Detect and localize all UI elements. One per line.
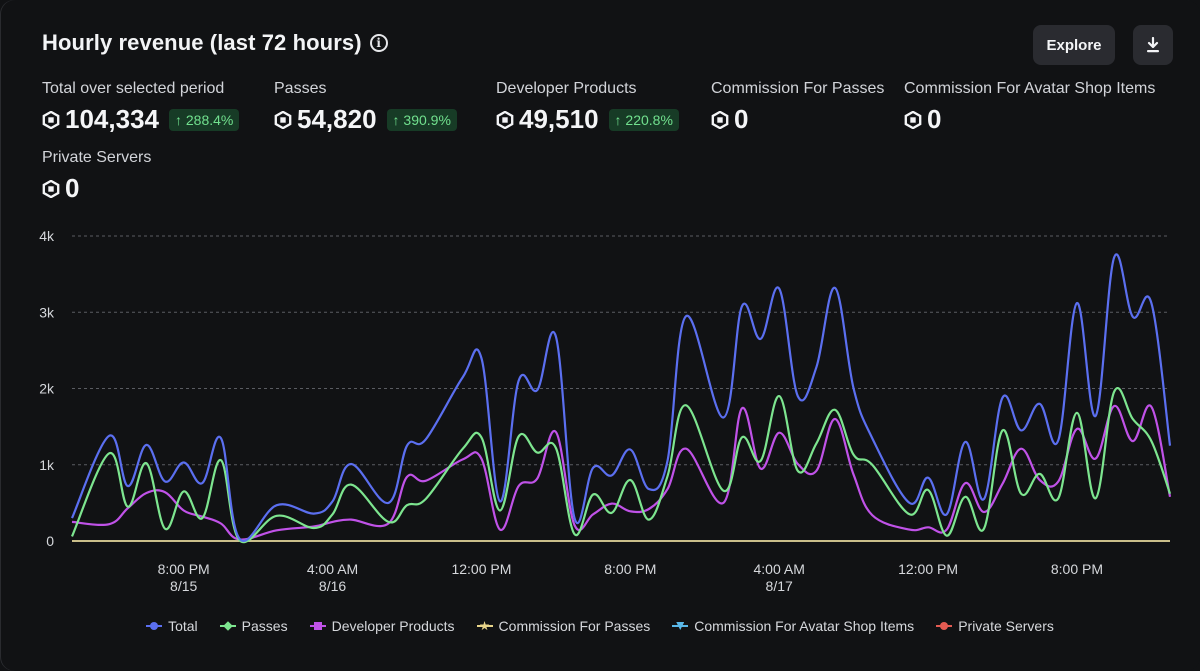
stat-value: 49,510 [519,104,599,134]
stat-developer-products: Developer Products 49,510 ↑ 220.8% [496,80,679,135]
series-line-total [70,253,1172,542]
x-tick-label: 12:00 PM [898,561,958,577]
change-badge: ↑ 220.8% [608,108,679,131]
change-badge: ↑ 390.9% [386,108,457,131]
x-tick-label: 8:00 PM [158,561,210,577]
legend-item-commission-for-avatar-shop-items[interactable]: Commission For Avatar Shop Items [672,618,914,634]
x-tick-date-label: 8/15 [170,578,197,594]
stat-label: Developer Products [496,80,637,97]
stat-passes: Passes 54,820 ↑ 390.9% [274,80,457,135]
robux-icon [274,110,292,129]
legend-label: Total [168,618,198,634]
series-line-developer-products [71,404,1172,541]
y-tick-label: 2k [39,381,55,397]
y-tick-label: 3k [39,304,55,320]
legend-label: Passes [241,618,288,634]
legend-swatch-icon [936,620,953,632]
robux-icon [496,110,514,129]
legend-swatch-icon [476,620,493,632]
y-tick-label: 0 [46,533,54,549]
x-tick-date-label: 8/16 [319,578,346,594]
legend-label: Private Servers [958,618,1054,634]
legend-item-commission-for-passes[interactable]: Commission For Passes [476,618,651,634]
legend-label: Developer Products [331,618,455,634]
explore-button[interactable]: Explore [1033,25,1115,65]
series-line-passes [70,387,1172,544]
stat-label: Commission For Passes [711,80,885,97]
x-tick-date-label: 8/17 [766,578,793,594]
legend-item-private-servers[interactable]: Private Servers [936,618,1054,634]
legend-label: Commission For Passes [498,618,651,634]
stat-label: Total over selected period [42,80,225,97]
stat-commission-passes: Commission For Passes 0 [711,80,884,135]
legend-item-developer-products[interactable]: Developer Products [309,618,455,634]
stat-value: 0 [927,104,942,134]
stat-private-servers: Private Servers 0 [42,149,151,204]
stat-commission-avatar-shop: Commission For Avatar Shop Items 0 [904,80,1155,135]
y-tick-label: 1k [39,457,55,473]
legend-swatch-icon [672,620,689,632]
download-icon [1147,37,1159,53]
robux-icon [904,110,922,129]
legend-label: Commission For Avatar Shop Items [694,618,915,634]
stat-label: Passes [274,80,327,97]
legend-swatch-icon [309,620,326,632]
download-button[interactable] [1133,25,1173,65]
stat-value: 104,334 [65,104,159,134]
change-badge: ↑ 288.4% [168,108,240,131]
legend-item-total[interactable]: Total [146,618,198,634]
stat-label: Commission For Avatar Shop Items [904,80,1156,97]
x-tick-label: 8:00 PM [604,561,656,577]
legend-swatch-icon [146,620,163,632]
robux-icon [711,110,729,129]
stat-label: Private Servers [42,149,152,166]
stat-total: Total over selected period 104,334 ↑ 288… [42,80,240,135]
legend-swatch-icon [219,620,236,632]
x-tick-label: 12:00 PM [451,561,511,577]
stat-value: 0 [734,104,749,134]
robux-icon [42,179,60,198]
x-tick-label: 8:00 PM [1051,561,1103,577]
stat-value: 0 [65,173,80,203]
legend-item-passes[interactable]: Passes [219,618,288,634]
stat-value: 54,820 [297,104,377,134]
info-icon[interactable]: i [369,34,388,52]
robux-icon [42,110,60,129]
chart-title-row: Hourly revenue (last 72 hours) i [42,30,388,56]
y-tick-label: 4k [39,228,55,244]
x-tick-label: 4:00 AM [753,561,804,577]
chart-title: Hourly revenue (last 72 hours) [42,30,362,55]
chart-legend: Total Passes Developer Products Commission … [0,618,1200,634]
x-tick-label: 4:00 AM [307,561,358,577]
